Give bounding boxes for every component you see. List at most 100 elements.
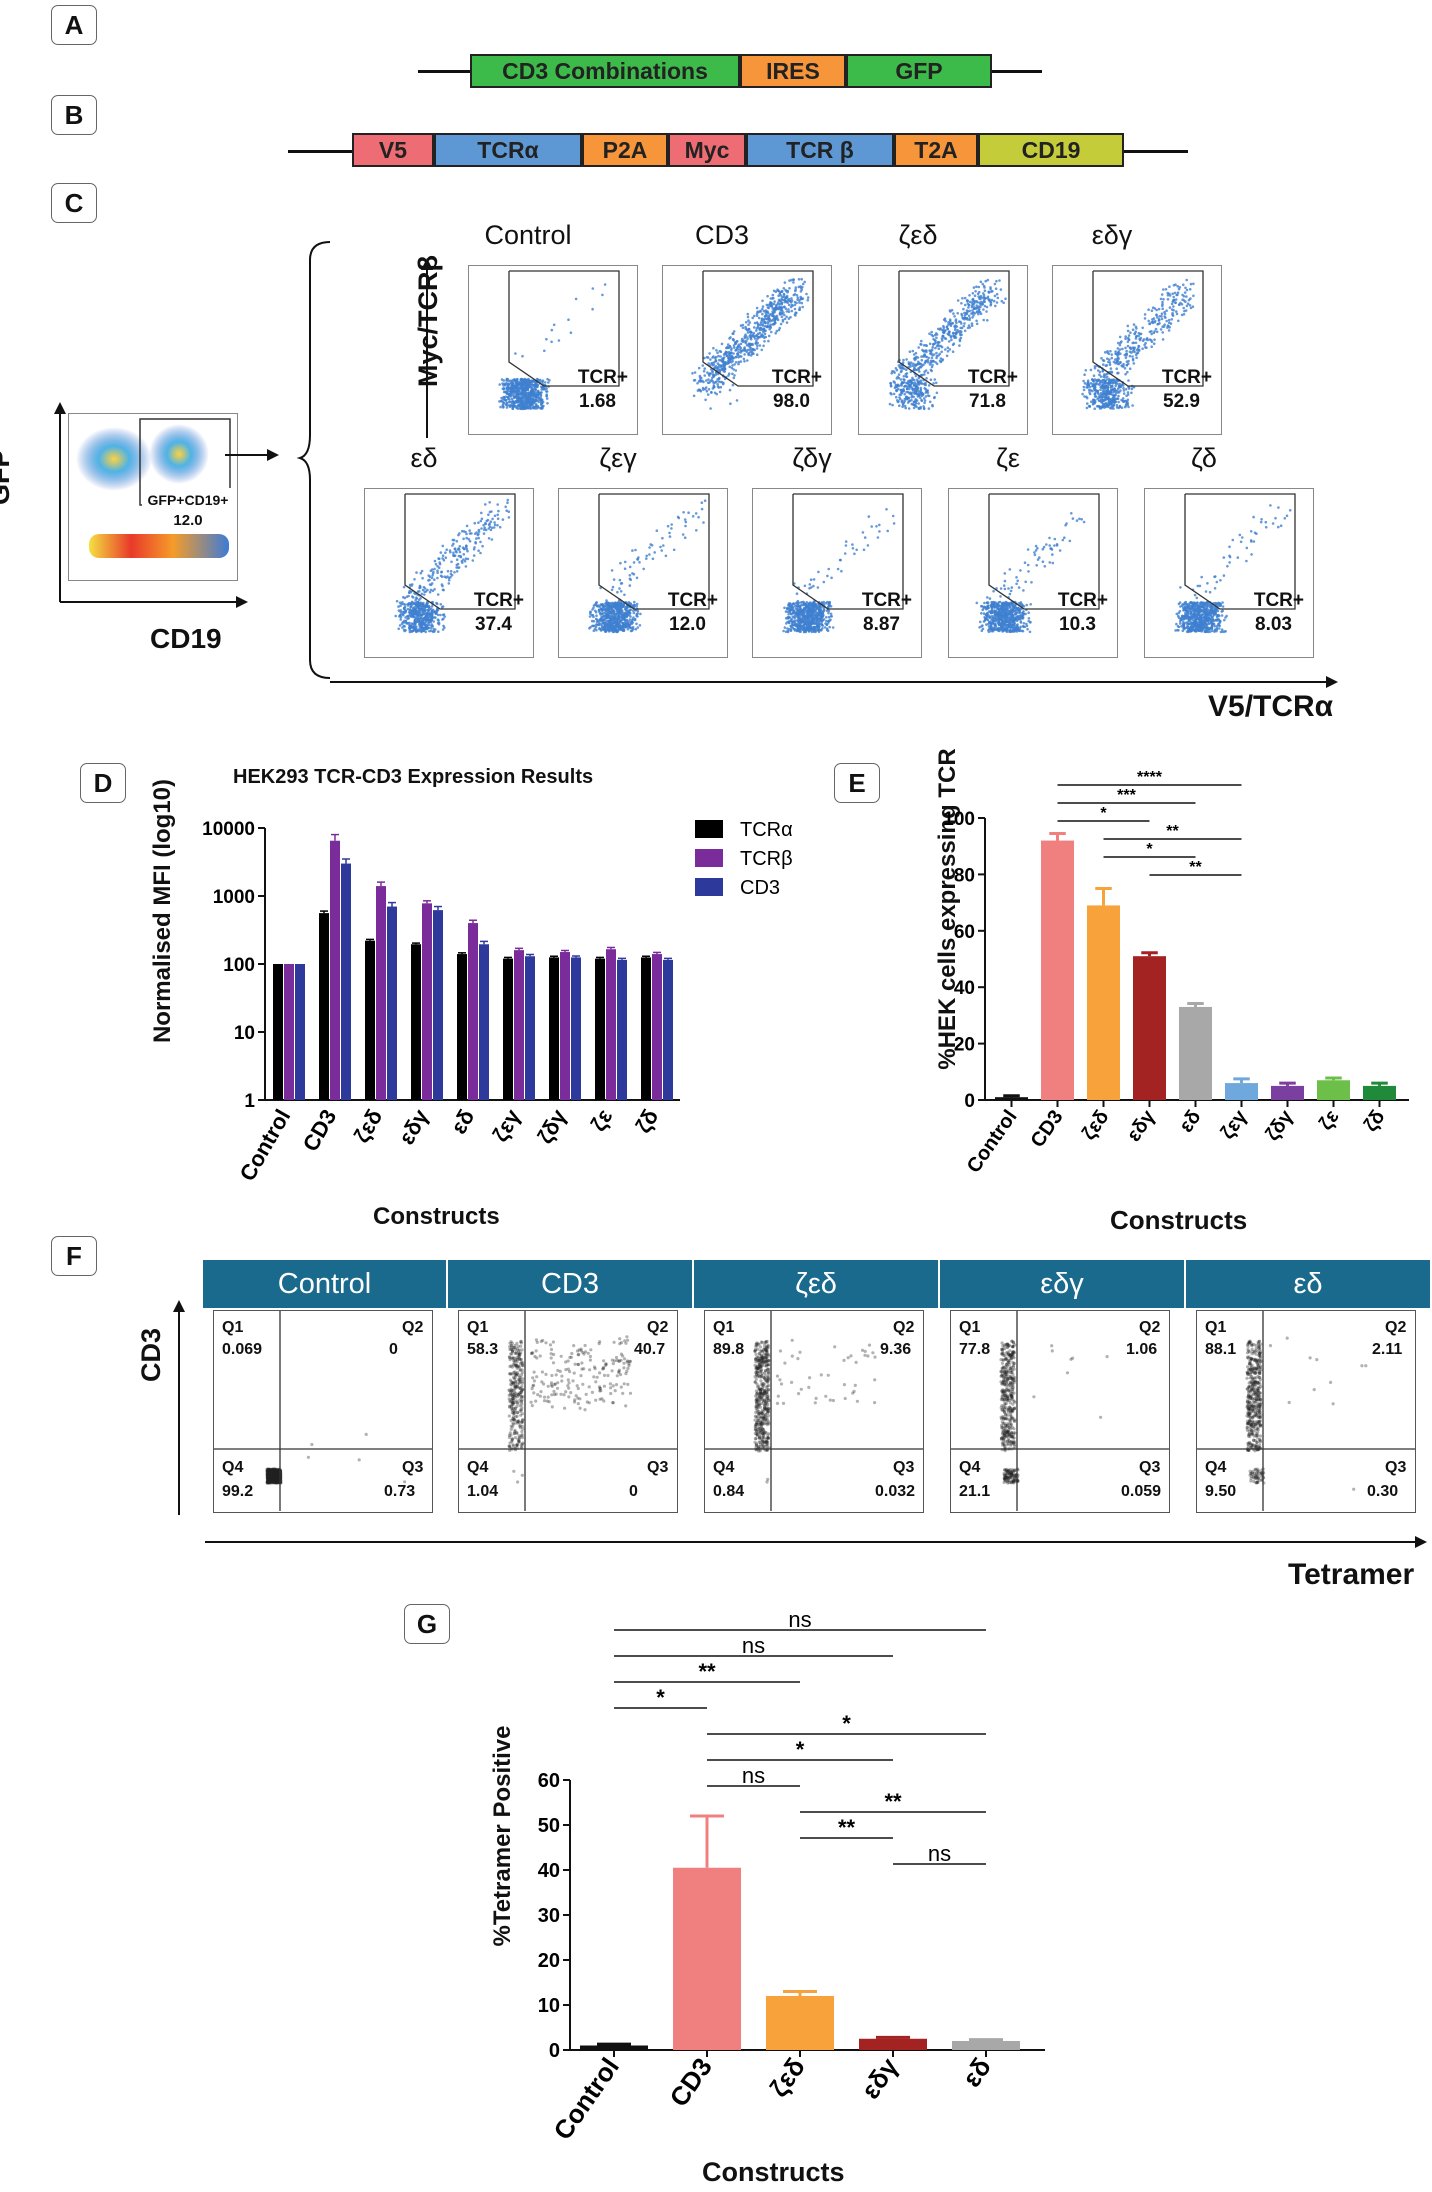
event-dot xyxy=(655,529,659,532)
event-dot xyxy=(399,609,403,612)
event-dot xyxy=(1152,342,1156,345)
event-dot xyxy=(986,319,989,322)
event-dot xyxy=(739,342,743,346)
event-dot xyxy=(802,626,805,629)
event-dot xyxy=(786,627,789,630)
event-dot xyxy=(614,606,617,609)
event-dot xyxy=(802,628,805,631)
event-dot xyxy=(1185,304,1189,308)
event-dot xyxy=(705,379,708,382)
event-dot xyxy=(876,536,880,539)
event-dot xyxy=(604,624,608,628)
event-dot xyxy=(514,352,517,355)
event-dot xyxy=(790,617,793,621)
event-dot xyxy=(1158,315,1161,318)
event-dot xyxy=(427,574,430,577)
event-dot xyxy=(468,532,472,535)
event-dot xyxy=(514,395,517,398)
event-dot xyxy=(595,601,598,604)
event-dot xyxy=(1137,331,1141,335)
event-dot xyxy=(449,570,453,573)
event-dot xyxy=(399,613,403,616)
event-dot xyxy=(779,322,783,326)
event-dot xyxy=(467,537,471,541)
event-dot xyxy=(1098,394,1101,397)
gate-arrow xyxy=(225,449,279,461)
event-dot xyxy=(757,324,760,327)
event-dot xyxy=(1124,403,1128,406)
event-dot xyxy=(1114,384,1117,388)
event-dot xyxy=(1160,312,1164,315)
event-dot xyxy=(1166,298,1170,301)
c-plot-title: Control xyxy=(484,220,572,250)
event-dot xyxy=(770,312,773,316)
event-dot xyxy=(431,574,434,577)
event-dot xyxy=(914,382,917,386)
event-dot xyxy=(922,344,926,347)
event-dot xyxy=(423,587,427,590)
event-dot xyxy=(1114,361,1117,365)
event-dot xyxy=(630,620,634,624)
event-dot xyxy=(1139,332,1143,336)
event-dot xyxy=(629,626,632,629)
event-dot xyxy=(624,613,628,616)
event-dot xyxy=(404,616,407,619)
event-dot xyxy=(628,611,632,615)
event-dot xyxy=(538,392,541,395)
event-dot xyxy=(1175,312,1179,316)
event-dot xyxy=(476,533,480,537)
event-dot xyxy=(1161,331,1164,334)
event-dot xyxy=(737,350,740,354)
event-dot xyxy=(1090,400,1093,403)
c-gate-label: TCR+ xyxy=(473,590,524,611)
event-dot xyxy=(1117,371,1120,375)
event-dot xyxy=(788,299,792,303)
event-dot xyxy=(728,351,732,355)
event-dot xyxy=(962,307,965,311)
event-dot xyxy=(793,293,797,296)
event-dot xyxy=(753,321,757,325)
event-dot xyxy=(445,576,448,579)
event-dot xyxy=(1131,355,1134,358)
event-dot xyxy=(511,382,515,386)
event-dot xyxy=(944,319,947,323)
event-dot xyxy=(793,303,797,307)
event-dot xyxy=(739,346,743,350)
event-dot xyxy=(944,348,947,351)
event-dot xyxy=(772,296,775,300)
event-dot xyxy=(795,615,799,618)
event-dot xyxy=(618,587,621,590)
event-dot xyxy=(900,399,904,402)
event-dot xyxy=(992,299,996,303)
event-dot xyxy=(493,514,497,518)
gene-tcr-alpha: TCRα xyxy=(434,133,582,167)
event-dot xyxy=(905,375,909,378)
event-dot xyxy=(948,348,952,351)
event-dot xyxy=(473,521,477,525)
event-dot xyxy=(771,293,775,297)
event-dot xyxy=(639,612,642,616)
event-dot xyxy=(801,305,804,309)
event-dot xyxy=(786,290,789,294)
event-dot xyxy=(909,365,912,368)
event-dot xyxy=(916,382,919,386)
event-dot xyxy=(793,582,796,585)
c-flow-plot xyxy=(1052,265,1222,435)
event-dot xyxy=(410,600,414,604)
event-dot xyxy=(445,548,448,551)
event-dot xyxy=(1147,308,1150,311)
event-dot xyxy=(1105,375,1109,379)
event-dot xyxy=(793,623,797,627)
event-dot xyxy=(922,397,926,400)
event-dot xyxy=(636,609,640,613)
gene-v5: V5 xyxy=(352,133,434,167)
event-dot xyxy=(420,626,424,629)
event-dot xyxy=(963,329,967,333)
event-dot xyxy=(421,588,425,592)
event-dot xyxy=(995,279,998,283)
event-dot xyxy=(622,627,625,631)
event-dot xyxy=(783,626,787,629)
c-gate-value: 1.68 xyxy=(579,391,616,412)
event-dot xyxy=(1015,576,1018,579)
event-dot xyxy=(1097,383,1101,386)
